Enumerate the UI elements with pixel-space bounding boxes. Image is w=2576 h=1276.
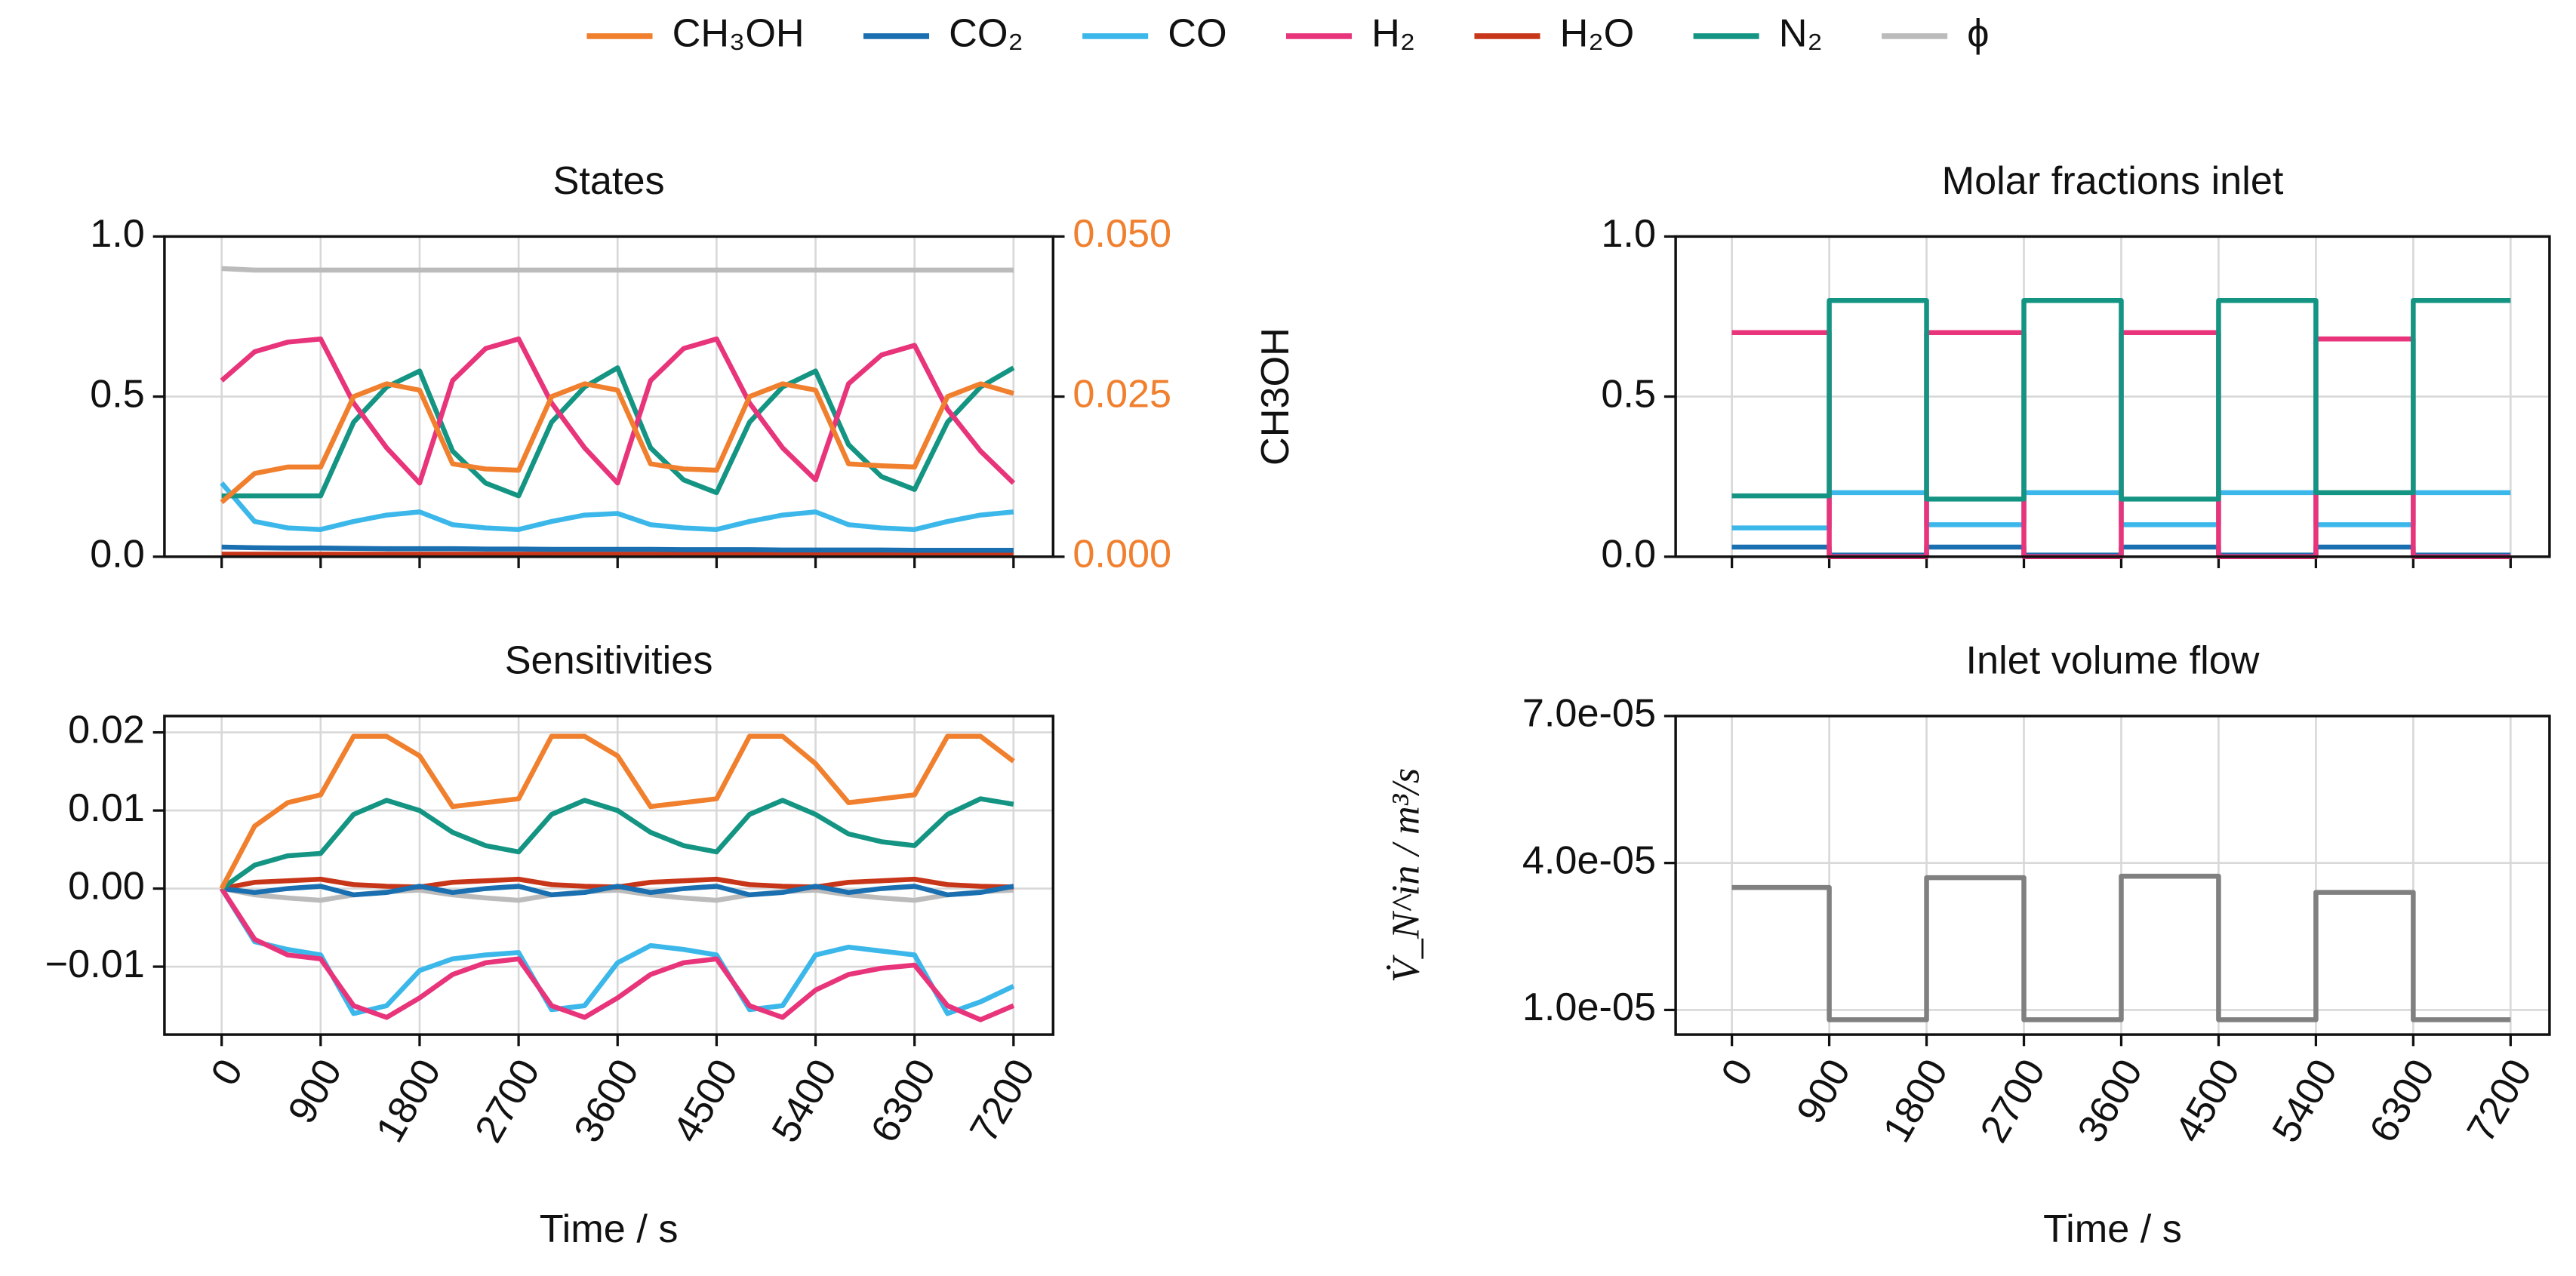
subplot-title: States — [553, 159, 665, 203]
legend-label: CO₂ — [949, 12, 1023, 56]
y-tick-label: −0.01 — [45, 942, 145, 986]
x-tick-label: 2700 — [1972, 1052, 2054, 1150]
legend-item: N₂ — [1693, 12, 1823, 56]
x-tick-label: 900 — [1789, 1052, 1860, 1130]
legend-item: ϕ — [1882, 12, 1990, 56]
x-tick-label: 0 — [1713, 1052, 1762, 1093]
y-tick-label: 0.0 — [90, 533, 145, 577]
series-line — [220, 481, 1014, 532]
x-tick-label: 900 — [280, 1052, 351, 1130]
series-line — [221, 884, 1014, 898]
legend-label: CO — [1168, 12, 1226, 56]
axes-frame — [163, 715, 1055, 1036]
x-tick-label: 0 — [203, 1052, 252, 1093]
x-axis-label: Time / s — [540, 1207, 679, 1251]
y-tick-label: 4.0e-05 — [1522, 838, 1656, 882]
y-tick-label: 0.0 — [1601, 533, 1656, 577]
x-tick-label: 6300 — [863, 1052, 944, 1150]
x-tick-label: 7200 — [2459, 1052, 2541, 1150]
x-tick-label: 5400 — [764, 1052, 845, 1150]
y-tick-label: 0.5 — [1601, 372, 1656, 416]
legend-item: CO — [1082, 12, 1227, 56]
axes-frame — [1674, 235, 2551, 558]
x-tick-label: 1800 — [1875, 1052, 1956, 1150]
y2-tick-label: 0.050 — [1073, 212, 1171, 256]
legend-label: N₂ — [1779, 12, 1823, 56]
y2-tick-label: 0.000 — [1073, 533, 1171, 577]
axes-frame — [1674, 715, 2551, 1036]
subplot-title: Sensitivities — [505, 638, 713, 682]
legend-label: H₂ — [1371, 12, 1415, 56]
x-tick-label: 4500 — [665, 1052, 746, 1150]
series-line — [1731, 873, 2511, 1022]
series-line — [219, 733, 1015, 890]
legend-label: CH₃OH — [672, 12, 805, 56]
series-line — [221, 266, 1014, 273]
y-tick-label: 0.02 — [68, 708, 145, 752]
legend-label: ϕ — [1967, 12, 1989, 56]
subplot-title: Molar fractions inlet — [1942, 159, 2284, 203]
legend-item: CH₃OH — [586, 12, 805, 56]
series-line — [219, 887, 1015, 1016]
y-tick-label: 0.5 — [90, 372, 145, 416]
series-line — [221, 365, 1015, 499]
legend-label: H₂O — [1560, 12, 1635, 56]
axes-frame — [163, 235, 1055, 558]
legend-item: CO₂ — [863, 12, 1023, 56]
y-tick-label: 0.01 — [68, 786, 145, 830]
y-tick-label: 7.0e-05 — [1522, 692, 1656, 736]
subplot-title: Inlet volume flow — [1966, 638, 2260, 682]
y2-tick-label: 0.025 — [1073, 372, 1171, 416]
x-tick-label: 1800 — [368, 1052, 449, 1150]
x-tick-label: 2700 — [467, 1052, 549, 1150]
x-tick-label: 3600 — [566, 1052, 648, 1150]
x-tick-label: 7200 — [962, 1052, 1043, 1150]
series-line — [219, 887, 1015, 1022]
y2-axis-label: CH3OH — [1254, 327, 1297, 466]
series-line — [220, 796, 1014, 891]
x-tick-label: 6300 — [2362, 1052, 2443, 1150]
y-tick-label: 1.0 — [90, 212, 145, 256]
legend-item: H₂ — [1285, 12, 1415, 56]
legend-item: H₂O — [1474, 12, 1634, 56]
x-tick-label: 5400 — [2264, 1052, 2346, 1150]
series-line — [221, 544, 1014, 553]
x-tick-label: 4500 — [2167, 1052, 2248, 1150]
series-line — [1731, 298, 2511, 502]
series-line — [220, 336, 1016, 486]
y-tick-label: 0.00 — [68, 864, 145, 908]
x-tick-label: 3600 — [2070, 1052, 2151, 1150]
series-line — [220, 381, 1014, 505]
y-axis-label: V̇_N^in / m³/s — [1384, 768, 1428, 982]
x-axis-label: Time / s — [2043, 1207, 2182, 1251]
y-tick-label: 1.0 — [1601, 212, 1656, 256]
y-tick-label: 1.0e-05 — [1522, 985, 1656, 1029]
